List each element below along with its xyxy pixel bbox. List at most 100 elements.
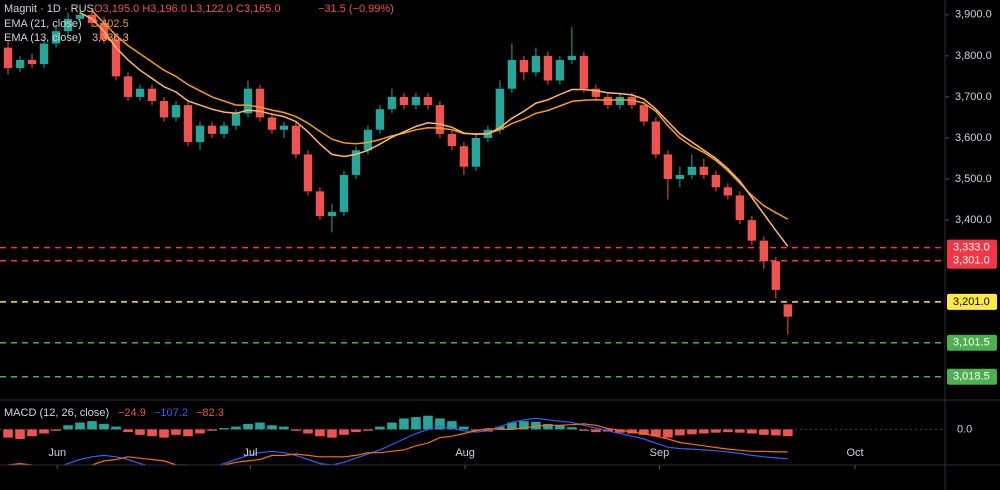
- macd-value: −107.2: [154, 407, 188, 419]
- candle-body: [171, 105, 181, 118]
- macd-histogram-bar: [159, 429, 169, 438]
- candle-body: [375, 109, 385, 130]
- candle-body: [63, 18, 73, 32]
- macd-histogram-bar: [171, 429, 181, 435]
- candle-body: [507, 59, 517, 89]
- price-pane: [0, 6, 945, 378]
- candle-body: [159, 101, 169, 118]
- change-label: −31.5 (−0.99%): [318, 3, 394, 15]
- macd-pane: [0, 415, 945, 465]
- y-tick-label: 3,500.0: [955, 173, 992, 185]
- candle-body: [39, 43, 49, 65]
- level-label-box: [947, 239, 997, 256]
- macd-histogram-bar: [255, 422, 265, 430]
- level-label-box: [947, 293, 997, 310]
- macd-histogram-bar: [471, 429, 481, 431]
- macd-histogram-bar: [279, 426, 289, 430]
- candle-body: [387, 96, 397, 110]
- ema-line: [79, 12, 789, 247]
- candle-body: [51, 31, 61, 44]
- candle-body: [723, 187, 733, 196]
- ohlc-label: O3,195.0 H3,196.0 L3,122.0 C3,165.0: [94, 3, 281, 15]
- macd-histogram-bar: [759, 429, 769, 435]
- x-tick-label: Aug: [455, 447, 475, 459]
- legend-value: 3,336.3: [92, 32, 129, 44]
- level-label-box: [947, 368, 997, 385]
- candle-body: [351, 150, 361, 175]
- macd-histogram-bar: [123, 429, 133, 433]
- macd-histogram-bar: [27, 429, 37, 437]
- candle-body: [471, 137, 481, 167]
- macd-histogram-bar: [651, 429, 661, 437]
- symbol-title: Magnit · 1D · RUS: [4, 3, 94, 15]
- macd-histogram-bar: [627, 429, 637, 434]
- candle-body: [267, 117, 277, 130]
- candle-body: [219, 125, 229, 134]
- candle-body: [567, 55, 577, 60]
- x-tick-label: Jun: [48, 447, 66, 459]
- candle-body: [75, 14, 85, 19]
- macd-histogram-bar: [555, 425, 565, 430]
- macd-histogram-bar: [183, 429, 193, 437]
- y-tick-label: 3,700.0: [955, 91, 992, 103]
- macd-hist-value: −24.9: [118, 407, 146, 419]
- candle-body: [663, 154, 673, 180]
- candle-body: [231, 113, 241, 126]
- candle-body: [543, 55, 553, 81]
- level-label: 3,301.0: [953, 255, 990, 267]
- macd-histogram-bar: [363, 429, 373, 431]
- candle-body: [699, 166, 709, 175]
- macd-histogram-bar: [327, 429, 337, 438]
- candle-body: [195, 125, 205, 143]
- candle-body: [615, 96, 625, 106]
- y-tick-label: 3,400.0: [955, 214, 992, 226]
- candle-body: [123, 76, 133, 97]
- candle-body: [687, 166, 697, 175]
- candle-body: [447, 133, 457, 147]
- macd-line: [62, 417, 788, 465]
- candle-body: [651, 121, 661, 155]
- candle-body: [759, 240, 769, 262]
- candle-body: [135, 88, 145, 97]
- candle-body: [279, 125, 289, 130]
- y-tick-label: 3,600.0: [955, 132, 992, 144]
- signal-line: [7, 423, 788, 465]
- macd-histogram-bar: [447, 421, 457, 430]
- macd-histogram-bar: [459, 426, 469, 430]
- macd-title: MACD (12, 26, close): [4, 407, 109, 419]
- candle-body: [435, 105, 445, 134]
- candle-body: [603, 96, 613, 106]
- macd-histogram-bar: [267, 425, 277, 430]
- macd-histogram-bar: [723, 429, 733, 433]
- candle-body: [339, 174, 349, 212]
- candle-body: [519, 59, 529, 73]
- macd-histogram-bar: [387, 422, 397, 430]
- macd-histogram-bar: [351, 429, 361, 433]
- macd-histogram-bar: [3, 429, 13, 438]
- candle-body: [627, 96, 637, 106]
- level-label-box: [947, 252, 997, 269]
- candle-body: [207, 125, 217, 134]
- macd-histogram-bar: [87, 421, 97, 430]
- candle-body: [255, 88, 265, 118]
- candle-body: [147, 88, 157, 102]
- y-tick-label: 3,900.0: [955, 9, 992, 21]
- candle-body: [711, 174, 721, 188]
- macd-histogram-bar: [315, 429, 325, 437]
- level-label: 3,101.5: [953, 337, 990, 349]
- candle-body: [315, 191, 325, 217]
- candle-body: [639, 105, 649, 122]
- macd-histogram-bar: [303, 429, 313, 434]
- macd-histogram-bar: [591, 429, 601, 433]
- candle-body: [423, 96, 433, 106]
- candle-body: [579, 55, 589, 89]
- legend-value: 3,402.5: [92, 18, 129, 30]
- candle-body: [183, 105, 193, 143]
- macd-histogram-bar: [495, 426, 505, 430]
- candle-body: [495, 88, 505, 130]
- candle-body: [675, 174, 685, 180]
- macd-histogram-bar: [771, 429, 781, 436]
- candle-body: [771, 261, 781, 290]
